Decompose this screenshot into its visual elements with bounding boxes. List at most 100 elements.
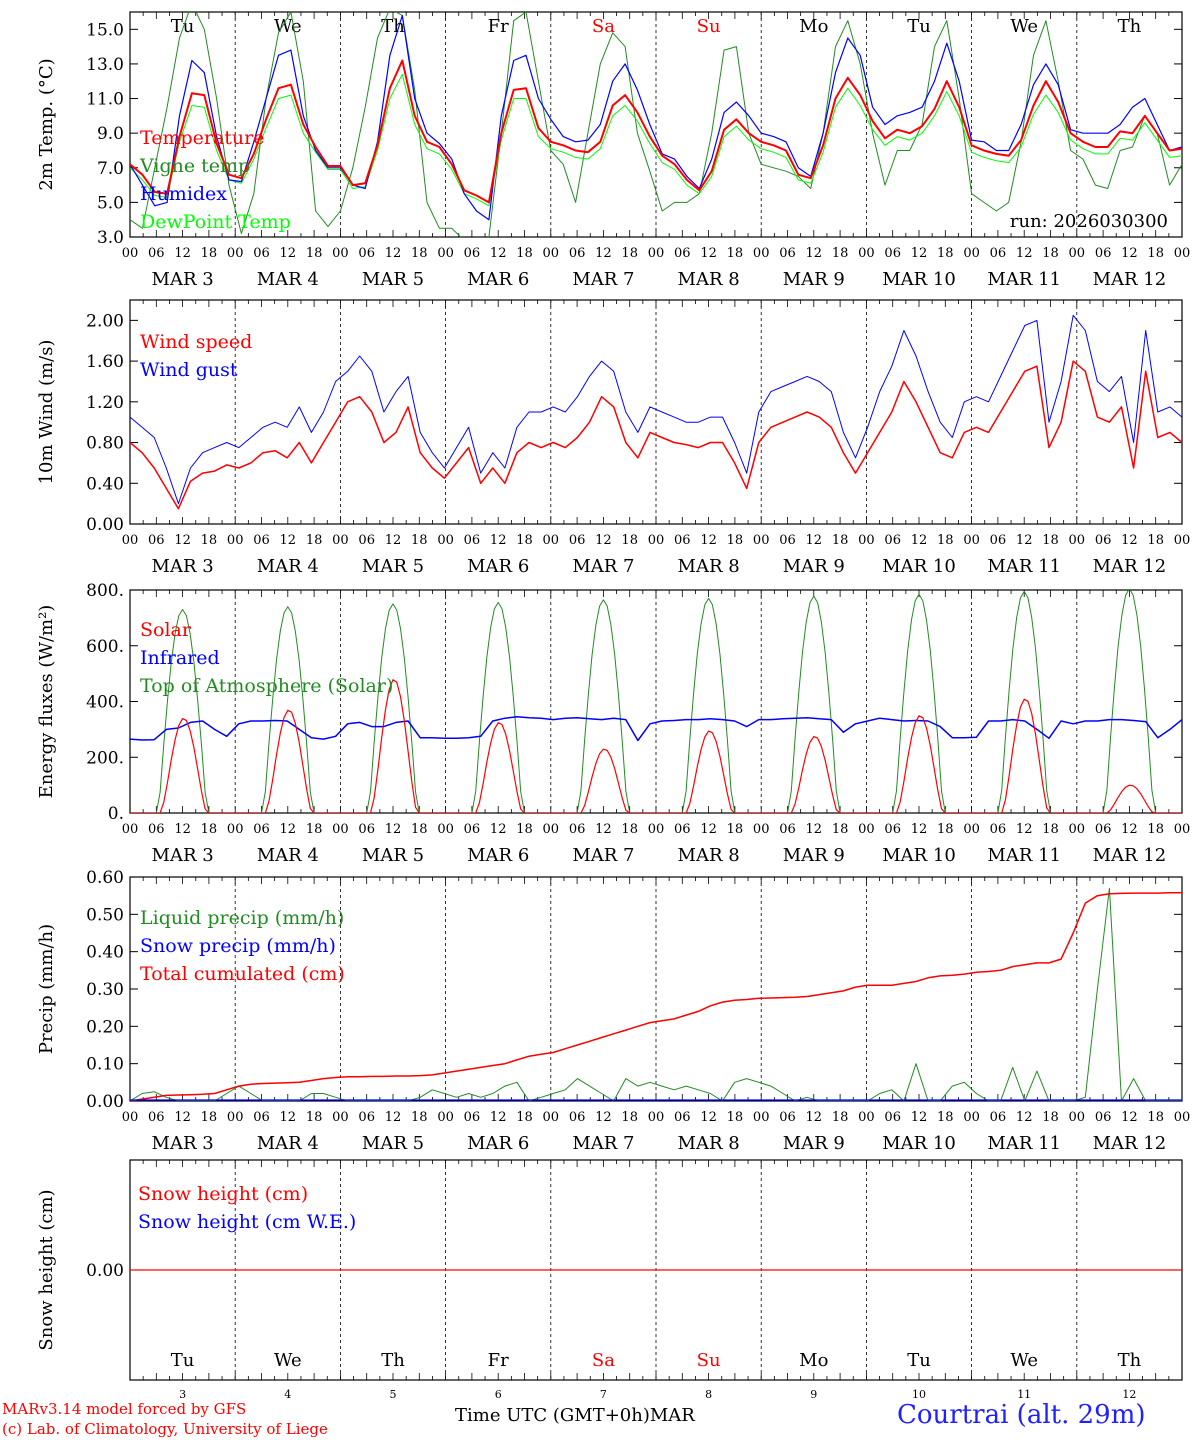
hour-tick-label: 00 (543, 246, 560, 261)
y-tick-label: 800. (86, 581, 124, 601)
legend-entry: Top of Atmosphere (Solar) (140, 675, 393, 697)
hour-tick-label: 06 (253, 822, 270, 837)
legend-entry: Wind speed (140, 331, 252, 353)
y-tick-label: 0.00 (86, 1092, 124, 1112)
hour-tick-label: 12 (490, 822, 507, 837)
hour-tick-label: 18 (1042, 1110, 1059, 1125)
hour-tick-label: 06 (884, 822, 901, 837)
hour-tick-label: 12 (700, 246, 717, 261)
hour-tick-label: 06 (779, 822, 796, 837)
hour-tick-label: 12 (595, 533, 612, 548)
y-tick-label: 5.0 (97, 193, 124, 213)
hour-tick-label: 18 (937, 533, 954, 548)
hour-tick-label: 00 (543, 822, 560, 837)
date-label: MAR 6 (467, 556, 529, 577)
hour-tick-label: 06 (674, 1110, 691, 1125)
date-label: MAR 7 (572, 1133, 634, 1154)
hour-tick-label: 06 (464, 533, 481, 548)
hour-tick-label: 06 (990, 246, 1007, 261)
hour-tick-label: 18 (201, 533, 218, 548)
hour-tick-label: 18 (516, 1110, 533, 1125)
y-tick-label: 200. (86, 748, 124, 768)
hour-tick-label: 12 (490, 533, 507, 548)
hour-tick-label: 00 (437, 246, 454, 261)
hour-tick-label: 06 (674, 246, 691, 261)
hour-tick-label: 00 (332, 822, 349, 837)
weekday-label: Tu (907, 16, 931, 37)
hour-tick-label: 12 (911, 533, 928, 548)
y-tick-label: 0.60 (86, 868, 124, 888)
y-axis-title: Energy fluxes (W/m²) (36, 605, 57, 799)
y-tick-label: 0.00 (86, 1261, 124, 1281)
hour-tick-label: 12 (911, 1110, 928, 1125)
series-line-total-cumulated-cm- (130, 891, 1182, 1101)
hour-tick-label: 12 (385, 533, 402, 548)
series-line-wind-speed (130, 360, 1182, 510)
legend-entry: Vigne temp (139, 155, 250, 177)
date-label: MAR 5 (362, 556, 424, 577)
hour-tick-label: 18 (621, 246, 638, 261)
date-label: MAR 11 (987, 556, 1061, 577)
hour-tick-label: 06 (148, 822, 165, 837)
weekday-label: Th (1118, 16, 1142, 37)
weekday-label: Mo (799, 1350, 828, 1371)
hour-tick-label: 00 (437, 533, 454, 548)
hour-tick-label: 18 (516, 533, 533, 548)
y-tick-label: 1.20 (86, 393, 124, 413)
hour-tick-label: 12 (1121, 533, 1138, 548)
hour-tick-label: 18 (937, 1110, 954, 1125)
date-label: MAR 9 (783, 845, 845, 866)
hour-tick-label: 00 (227, 822, 244, 837)
hour-tick-label: 18 (832, 1110, 849, 1125)
y-tick-label: 0.50 (86, 905, 124, 925)
hour-tick-label: 12 (1016, 533, 1033, 548)
date-label: MAR 10 (882, 1133, 956, 1154)
legend-entry: Wind gust (140, 359, 238, 381)
date-label: MAR 5 (362, 845, 424, 866)
series-line-dewpoint-temp (130, 73, 1182, 207)
legend-entry: Infrared (140, 647, 220, 669)
hour-tick-label: 12 (280, 822, 297, 837)
y-axis-title: 10m Wind (m/s) (36, 340, 57, 485)
hour-tick-label: 12 (280, 533, 297, 548)
hour-tick-label: 00 (227, 1110, 244, 1125)
hour-tick-label: 18 (411, 533, 428, 548)
date-number-label: 3 (179, 1388, 186, 1401)
weekday-label: Su (697, 16, 721, 37)
date-label: MAR 6 (467, 269, 529, 290)
lab-credit: (c) Lab. of Climatology, University of L… (2, 1420, 328, 1438)
hour-tick-label: 06 (464, 1110, 481, 1125)
date-number-label: 8 (705, 1388, 712, 1401)
hour-tick-label: 18 (832, 822, 849, 837)
hour-tick-label: 06 (358, 822, 375, 837)
hour-tick-label: 12 (385, 246, 402, 261)
y-tick-label: 9.0 (97, 124, 124, 144)
station-name: Courtrai (alt. 29m) (897, 1400, 1146, 1430)
run-annotation: run: 2026030300 (1010, 211, 1168, 232)
hour-tick-label: 12 (1016, 246, 1033, 261)
date-number-label: 12 (1122, 1388, 1136, 1401)
hour-tick-label: 12 (174, 822, 191, 837)
hour-tick-label: 12 (490, 246, 507, 261)
hour-tick-label: 00 (122, 822, 139, 837)
hour-tick-label: 00 (1069, 1110, 1086, 1125)
hour-tick-label: 00 (1174, 1110, 1191, 1125)
date-number-label: 7 (600, 1388, 607, 1401)
hour-tick-label: 06 (674, 533, 691, 548)
date-label: MAR 10 (882, 269, 956, 290)
hour-tick-label: 12 (595, 822, 612, 837)
date-label: MAR 4 (257, 845, 319, 866)
hour-tick-label: 06 (464, 822, 481, 837)
date-label: MAR 9 (783, 269, 845, 290)
hour-tick-label: 18 (306, 533, 323, 548)
hour-tick-label: 00 (648, 246, 665, 261)
hour-tick-label: 06 (990, 533, 1007, 548)
hour-tick-label: 06 (358, 533, 375, 548)
hour-tick-label: 18 (201, 246, 218, 261)
hour-tick-label: 18 (516, 822, 533, 837)
hour-tick-label: 12 (806, 822, 823, 837)
y-tick-label: 0.40 (86, 943, 124, 963)
hour-tick-label: 18 (832, 533, 849, 548)
hour-tick-label: 00 (1069, 822, 1086, 837)
x-axis-label: Time UTC (GMT+0h) (455, 1405, 650, 1426)
